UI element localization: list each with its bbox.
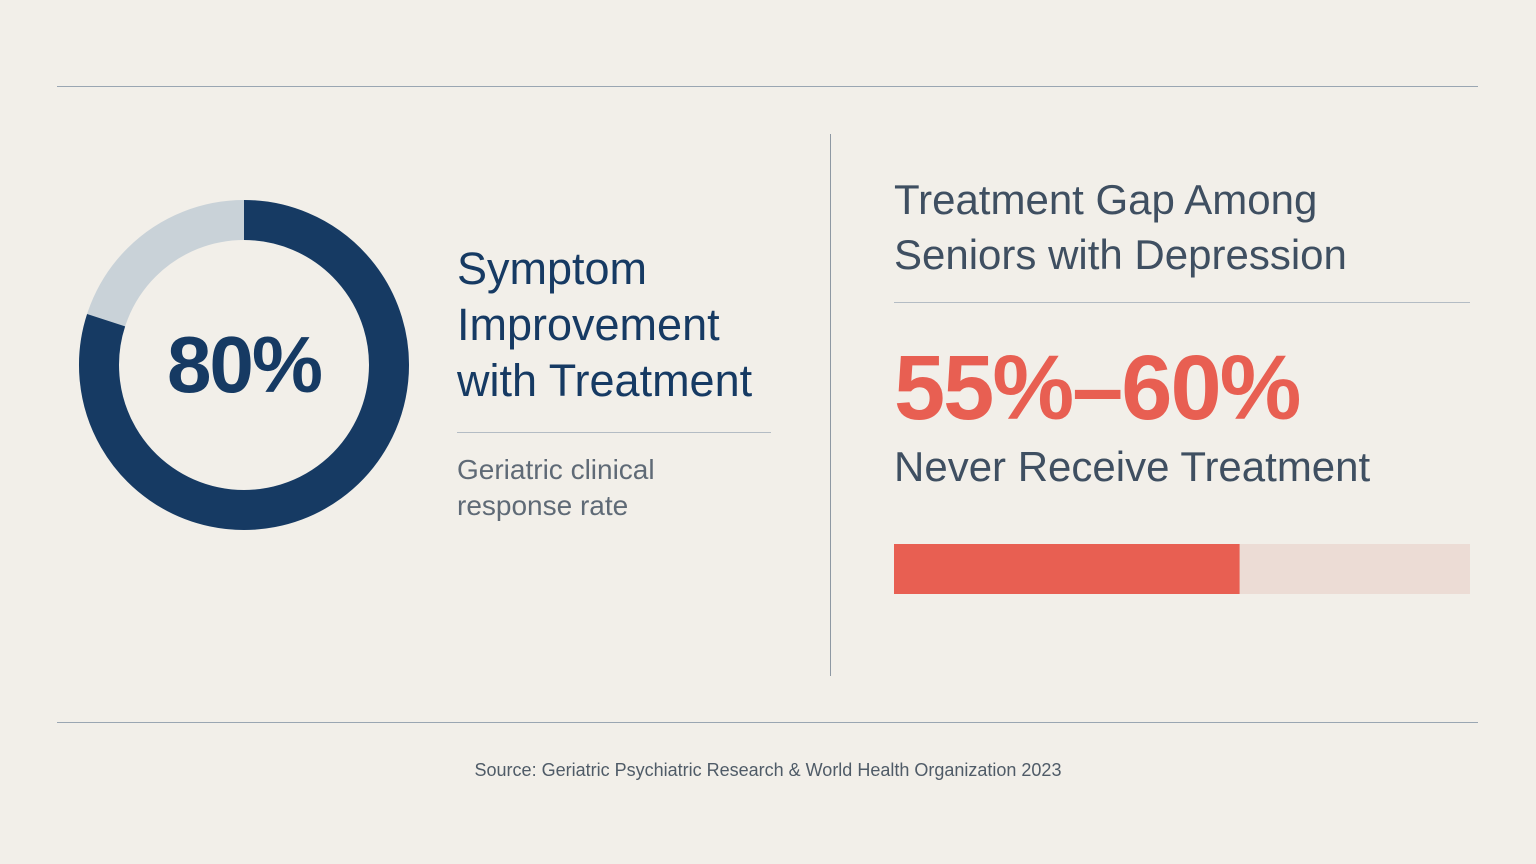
improvement-subtitle: Geriatric clinical response rate <box>457 454 655 521</box>
source-citation: Source: Geriatric Psychiatric Research &… <box>474 760 1062 780</box>
center-divider <box>830 134 831 676</box>
top-divider <box>57 86 1478 87</box>
bar-fill <box>894 544 1240 594</box>
improvement-title: Symptom Improvement with Treatment <box>457 243 753 406</box>
right-title-rule <box>894 302 1470 303</box>
donut-value-label: 80% <box>166 320 323 409</box>
left-title-rule <box>457 432 771 433</box>
treatment-gap-label: Never Receive Treatment <box>894 443 1371 490</box>
improvement-donut-chart <box>78 197 410 533</box>
treatment-gap-title: Treatment Gap Among Seniors with Depress… <box>894 176 1347 278</box>
treatment-gap-bar <box>894 544 1470 594</box>
donut-segment-improved <box>79 200 409 530</box>
bottom-divider <box>57 722 1478 723</box>
treatment-gap-value: 55%–60% <box>894 337 1301 439</box>
